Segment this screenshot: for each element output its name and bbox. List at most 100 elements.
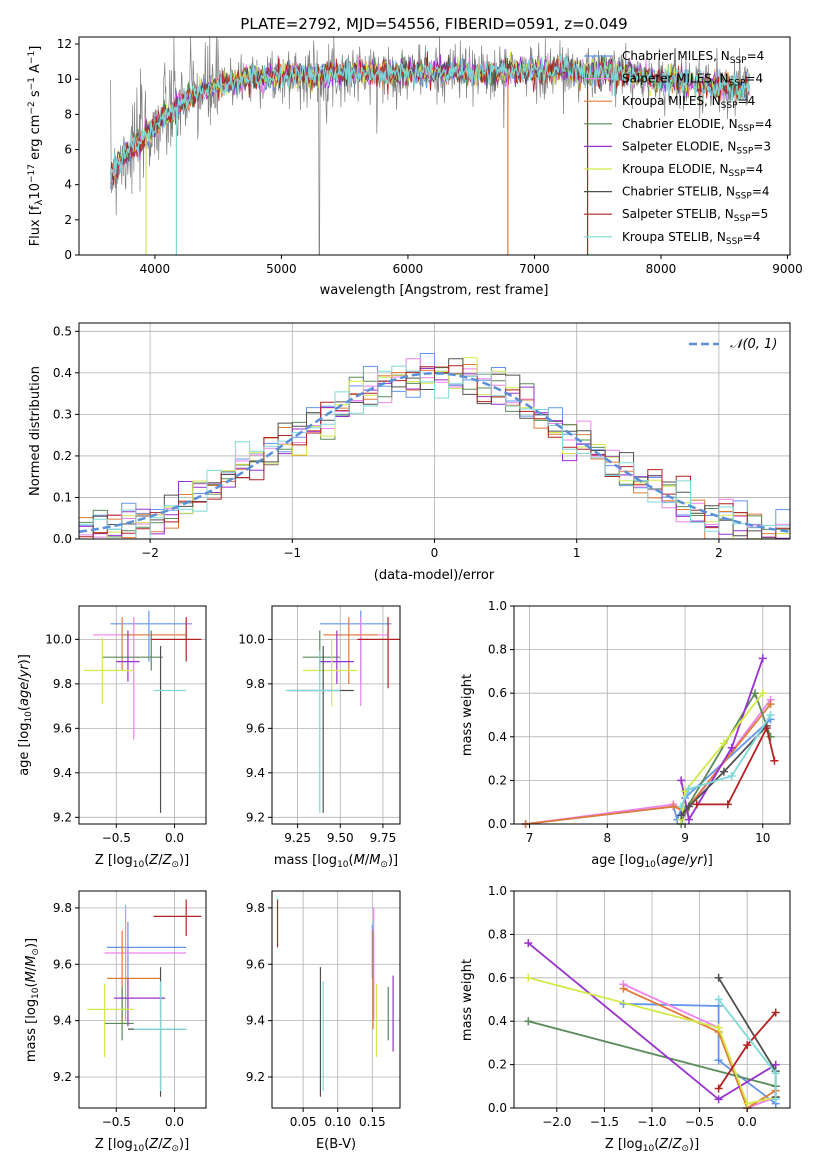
weight_vs_Z-ytick-label: 0.6 (488, 971, 507, 985)
gaussian-reference-curve (78, 372, 791, 533)
spectrum-xtick-label: 9000 (772, 262, 803, 276)
residual-histogram-panel: −2 −1 0 1 2 0.0 0.1 0.2 0.3 0.4 0.5 (data-model)/e… (28, 322, 791, 583)
legend-label-kroupa_stelib: Kroupa STELIB, NSSP=4 (622, 230, 760, 247)
mass_vs_ebv-ytick-label: 9.4 (246, 1014, 265, 1028)
weight_vs_Z-point-kroupa_elodie (524, 973, 533, 982)
spectrum-xtick-label: 8000 (646, 262, 677, 276)
weight_vs_age-line-kroupa_miles (525, 703, 772, 825)
weight_vs_age-ytick-label: 0.0 (488, 817, 507, 831)
model-spectrum-kroupa_stelib (110, 53, 750, 182)
residual-ytick-label: 0.4 (53, 366, 72, 380)
weight_vs_age-line-kroupa_stelib (680, 714, 772, 807)
age_vs_mass-xtick-label: 9.50 (327, 831, 354, 845)
residual-ytick-label: 0.1 (53, 490, 72, 504)
age-vs-metallicity-xlabel: Z [log10(Z/Z⊙)] (95, 853, 189, 870)
spectrum-xlabel: wavelength [Angstrom, rest frame] (320, 283, 549, 298)
weight_vs_Z-xtick-label: −2.0 (542, 1115, 571, 1129)
mass-vs-ebv-panel: 0.05 0.10 0.15 9.2 9.4 9.6 9.8 E(B-V) (246, 890, 401, 1152)
spectrum-axes-frame (78, 36, 791, 256)
age_vs_Z-ytick-label: 9.2 (53, 810, 72, 824)
weight-vs-metallicity-ylabel: mass weight (460, 959, 475, 1041)
spectrum-ytick-label: 12 (57, 37, 72, 51)
weight_vs_age-point-salpeter_elodie (684, 815, 693, 824)
spectrum-ylabel: Flux [fλ10−17 erg cm−2 s−1 A−1] (27, 46, 45, 247)
weight_vs_age-point-kroupa_elodie (719, 739, 728, 748)
spectrum-xtick-label: 5000 (266, 262, 297, 276)
spectrum-ytick-label: 0 (64, 248, 72, 262)
weight_vs_age-point-kroupa_miles (766, 700, 775, 709)
mass_vs_Z-xtick-label: 0.0 (165, 1115, 184, 1129)
weight_vs_Z-ytick-label: 1.0 (488, 884, 507, 898)
weight_vs_age-point-chabrier_stelib (684, 802, 693, 811)
legend-label-chabrier_stelib: Chabrier STELIB, NSSP=4 (622, 185, 770, 202)
weight_vs_Z-xtick-label: −0.5 (685, 1115, 714, 1129)
age-vs-mass-frame (271, 605, 401, 825)
weight_vs_age-xtick-label: 8 (603, 831, 611, 845)
spectrum-ytick-label: 6 (64, 143, 72, 157)
residual-hist-chabrier_stelib (79, 358, 790, 540)
weight_vs_Z-point-salpeter_stelib (771, 1008, 780, 1017)
residual-xtick-label: −2 (141, 546, 159, 560)
age_vs_mass-ytick-label: 9.6 (246, 721, 265, 735)
weight_vs_Z-line-kroupa_miles (623, 987, 777, 1110)
weight_vs_age-point-chabrier_elodie (751, 689, 760, 698)
legend-label-kroupa_elodie: Kroupa ELODIE, NSSP=4 (622, 162, 763, 179)
weight_vs_age-point-kroupa_stelib (727, 772, 736, 781)
age_vs_Z-xtick-label: −0.5 (102, 831, 131, 845)
weight_vs_age-point-salpeter_stelib (770, 756, 779, 765)
mass_vs_ebv-xtick-label: 0.15 (359, 1115, 386, 1129)
age-vs-mass-xlabel: mass [log10(M/M⊙)] (274, 853, 398, 870)
weight_vs_age-xtick-label: 9 (681, 831, 689, 845)
observed-spectrum-line (110, 37, 750, 255)
spectrum-ytick-label: 4 (64, 178, 72, 192)
weight_vs_age-line-chabrier_elodie (680, 691, 772, 825)
age_vs_Z-ytick-label: 9.8 (53, 677, 72, 691)
residual-ylabel: Normed distribution (28, 366, 43, 496)
weight_vs_age-point-salpeter_elodie (758, 654, 767, 663)
weight_vs_Z-point-salpeter_elodie (714, 1095, 723, 1104)
weight-vs-age-panel: 7 8 9 10 0.0 0.2 0.4 0.6 0.8 1.0 age [log10(age/y… (460, 599, 791, 870)
spectrum-xtick-label: 7000 (519, 262, 550, 276)
residual-xtick-label: 0 (431, 546, 439, 560)
weight_vs_age-ytick-label: 1.0 (488, 599, 507, 613)
spectrum-legend: Chabrier MILES, NSSP=4 Salpeter MILES, NS… (584, 49, 772, 247)
mass_vs_Z-ytick-label: 9.6 (53, 957, 72, 971)
weight_vs_age-ytick-label: 0.4 (488, 730, 507, 744)
mass-vs-metallicity-frame (78, 890, 207, 1109)
legend-label-kroupa_miles: Kroupa MILES, NSSP=4 (622, 94, 755, 111)
residual-hist-salpeter_stelib (79, 365, 790, 540)
weight_vs_age-point-salpeter_stelib (762, 724, 771, 733)
gaussian-legend-label: 𝒩(0, 1) (730, 337, 777, 352)
mass_vs_ebv-xtick-label: 0.10 (324, 1115, 351, 1129)
age_vs_Z-ytick-label: 9.4 (53, 766, 72, 780)
weight-vs-age-frame (513, 605, 791, 825)
age-vs-metallicity-ylabel: age [log10(age/yr)] (17, 654, 34, 776)
mass-vs-metallicity-ylabel: mass [log10(M/M⊙)] (24, 938, 41, 1062)
weight_vs_Z-point-kroupa_elodie (714, 1023, 723, 1032)
weight_vs_age-xtick-label: 10 (755, 831, 770, 845)
spectrum-ytick-label: 10 (57, 72, 72, 86)
weight_vs_age-point-salpeter_stelib (723, 800, 732, 809)
weight_vs_Z-point-salpeter_stelib (714, 1084, 723, 1093)
age_vs_mass-ytick-label: 9.8 (246, 677, 265, 691)
weight_vs_Z-point-salpeter_stelib (743, 1041, 752, 1050)
weight-vs-age-ylabel: mass weight (460, 674, 475, 756)
mass_vs_ebv-ytick-label: 9.2 (246, 1070, 265, 1084)
weight_vs_Z-xtick-label: 0.0 (738, 1115, 757, 1129)
residual-xtick-label: 2 (715, 546, 723, 560)
weight_vs_age-point-kroupa_stelib (677, 802, 686, 811)
mass_vs_ebv-ytick-label: 9.8 (246, 901, 265, 915)
age_vs_mass-ytick-label: 9.4 (246, 766, 265, 780)
weight_vs_Z-point-kroupa_elodie (743, 1099, 752, 1108)
spectrum-ytick-label: 2 (64, 213, 72, 227)
weight_vs_age-line-chabrier_stelib (680, 725, 768, 816)
legend-label-salpeter_elodie: Salpeter ELODIE, NSSP=3 (622, 139, 771, 156)
residual-legend: 𝒩(0, 1) (689, 337, 777, 352)
weight_vs_Z-point-kroupa_stelib (714, 995, 723, 1004)
residual-ytick-label: 0.0 (53, 532, 72, 546)
weight_vs_Z-ytick-label: 0.2 (488, 1058, 507, 1072)
residual-ytick-label: 0.5 (53, 324, 72, 338)
residual-hist-kroupa_stelib (79, 365, 790, 540)
residual-xtick-label: −1 (283, 546, 301, 560)
